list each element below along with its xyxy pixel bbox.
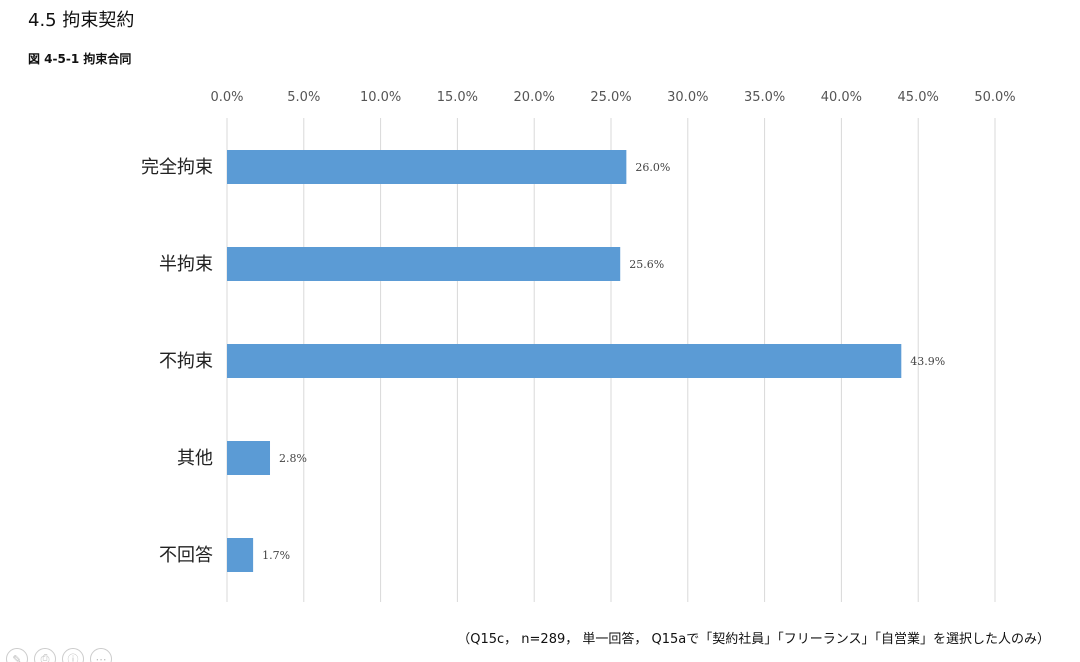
- category-label: 半拘束: [159, 254, 213, 275]
- x-tick-label: 25.0%: [590, 90, 631, 105]
- more-icon[interactable]: ⋯: [90, 648, 112, 662]
- x-tick-label: 5.0%: [287, 90, 320, 105]
- x-tick-label: 0.0%: [210, 90, 243, 105]
- category-label: 不回答: [159, 545, 213, 566]
- bar: [227, 344, 902, 378]
- print-icon[interactable]: ⎙: [34, 648, 56, 662]
- figure-caption: 図 4-5-1 拘束合同: [28, 52, 132, 66]
- x-tick-label: 15.0%: [437, 90, 478, 105]
- edit-icon[interactable]: ✎: [6, 648, 28, 662]
- info-icon[interactable]: ⓘ: [62, 648, 84, 662]
- x-tick-label: 40.0%: [821, 90, 862, 105]
- x-tick-label: 30.0%: [667, 90, 708, 105]
- bar: [227, 150, 627, 184]
- x-tick-label: 20.0%: [514, 90, 555, 105]
- x-tick-label: 45.0%: [898, 90, 939, 105]
- footer-toolbar: ✎ ⎙ ⓘ ⋯: [6, 648, 112, 662]
- bar: [227, 247, 621, 281]
- data-label: 1.7%: [262, 549, 290, 562]
- bar: [227, 441, 271, 475]
- data-label: 25.6%: [629, 258, 664, 271]
- data-label: 43.9%: [910, 355, 945, 368]
- data-label: 26.0%: [635, 161, 670, 174]
- x-tick-label: 50.0%: [974, 90, 1015, 105]
- category-label: 不拘束: [159, 351, 213, 372]
- footnote: （Q15c， n=289， 単一回答， Q15aで「契約社員」「フリーランス」「…: [457, 632, 1050, 647]
- data-label: 2.8%: [279, 452, 307, 465]
- x-tick-label: 35.0%: [744, 90, 785, 105]
- category-label: 完全拘束: [141, 157, 213, 178]
- category-label: 其他: [177, 448, 213, 469]
- section-title: 4.5 拘束契約: [28, 10, 135, 31]
- bar: [227, 538, 254, 572]
- x-tick-label: 10.0%: [360, 90, 401, 105]
